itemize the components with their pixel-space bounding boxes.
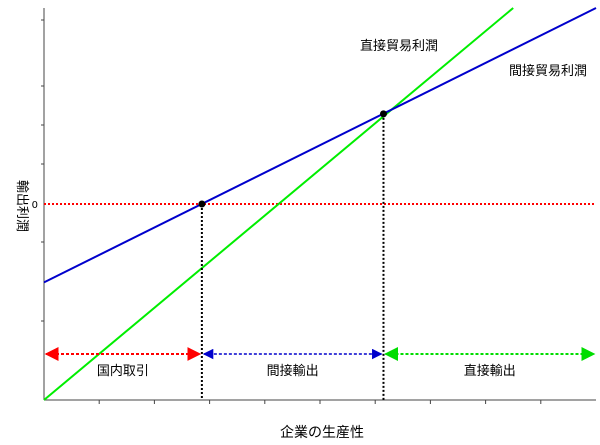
y-axis-label: 輸出利潤: [14, 180, 29, 232]
x-axis-ticks: [98, 400, 542, 404]
y-tick-label-0: 0: [32, 200, 38, 211]
series-line-direct-trade-profit: [43, 7, 514, 401]
intersection-point-2: [379, 110, 387, 118]
region-label-domestic: 国内取引: [97, 363, 149, 379]
y-axis-ticks: [41, 19, 44, 322]
series-label-direct-trade-profit: 直接貿易利潤: [360, 38, 438, 54]
series-label-indirect-trade-profit: 間接貿易利潤: [509, 63, 587, 79]
x-axis-label: 企業の生産性: [280, 424, 364, 441]
region-label-direct: 直接輸出: [464, 363, 516, 379]
region-label-indirect: 間接輸出: [267, 363, 319, 379]
series-line-indirect-trade-profit: [43, 7, 597, 284]
intersection-point-1: [198, 200, 206, 208]
